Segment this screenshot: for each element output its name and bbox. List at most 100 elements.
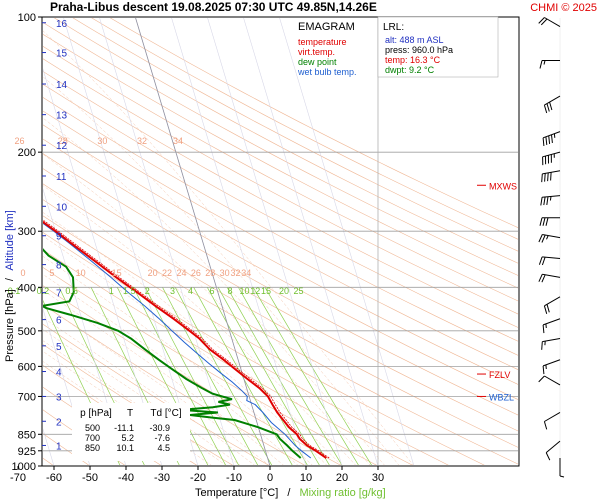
dry-adiabat-line xyxy=(43,232,449,465)
wind-barb-flag xyxy=(542,324,545,334)
wind-barb xyxy=(542,151,561,166)
dry-adiabat-line xyxy=(43,84,518,342)
temperature-tick-label: -30 xyxy=(154,472,170,484)
wind-barb xyxy=(542,318,561,334)
dry-adiabat-label: 28 xyxy=(58,136,68,146)
wind-barb-flag xyxy=(546,103,550,112)
x-axis-label-mixing-ratio: Mixing ratio [g/kg] xyxy=(299,487,385,499)
moist-adiabat-line xyxy=(43,304,270,465)
dry-adiabat-line xyxy=(109,18,518,228)
moist-adiabat-line xyxy=(43,274,299,465)
table-header: p [hPa] xyxy=(80,408,112,419)
wind-barb-flag xyxy=(538,234,543,243)
moist-adiabat-label: 32 xyxy=(230,268,240,278)
wind-barb xyxy=(539,60,561,69)
x-axis-label-temperature: Temperature [°C] xyxy=(195,487,278,499)
mixing-ratio-label: 12 xyxy=(250,286,260,296)
y-axis-label-altitude: Altitude [km] xyxy=(4,210,16,271)
altitude-tick-label: 16 xyxy=(56,19,68,30)
wind-barb-staff xyxy=(542,256,561,259)
wind-barb-half-flag xyxy=(549,196,552,201)
moist-adiabat-label: 34 xyxy=(241,268,251,278)
temperature-tick-label: -60 xyxy=(46,472,62,484)
isotherm-line xyxy=(63,18,199,465)
dry-adiabat-label: 34 xyxy=(173,136,183,146)
wind-barb-flag xyxy=(540,197,543,206)
wind-barb-flag xyxy=(543,305,548,314)
mixing-ratio-label: 2 xyxy=(145,286,150,296)
table-cell: 850 xyxy=(85,443,100,453)
wind-barb-flag xyxy=(545,452,551,461)
wind-barb-flag xyxy=(541,234,546,243)
y-axis-label-pressure: Pressure [hPa] xyxy=(4,289,16,362)
wind-barbs xyxy=(538,17,565,478)
x-axis-label-separator: / xyxy=(287,487,291,499)
temperature-tick-label: 10 xyxy=(300,472,312,484)
mixing-ratio-label: 0.2 xyxy=(37,286,50,296)
virtual-temperature-line xyxy=(43,219,330,459)
level-label: FZLV xyxy=(489,370,510,380)
table-cell: 4.5 xyxy=(157,443,170,453)
wind-barb-flag xyxy=(538,273,543,282)
lrl-temperature: temp: 16.3 °C xyxy=(385,55,441,65)
moist-adiabat-line xyxy=(43,76,400,465)
altitude-tick-label: 14 xyxy=(56,80,68,91)
wind-barb xyxy=(539,217,561,226)
mixing-ratio-label: 20 xyxy=(279,286,289,296)
moist-adiabat-label: 10 xyxy=(76,268,86,278)
wind-barb-flag xyxy=(539,217,543,226)
wind-barb xyxy=(538,273,561,283)
dry-adiabat-line xyxy=(72,18,518,252)
y-axis-title: Pressure [hPa] / Altitude [km] xyxy=(4,210,16,362)
isotherm-line xyxy=(99,18,235,465)
level-label: WBZL xyxy=(489,392,514,402)
copyright-label: CHMI © 2025 xyxy=(530,2,597,14)
isotherm-line xyxy=(43,308,91,465)
altitude-tick-label: 3 xyxy=(56,392,62,403)
dry-adiabat-line xyxy=(43,46,518,302)
legend-entry: virt.temp. xyxy=(298,47,335,57)
wind-barb-staff xyxy=(542,273,561,278)
level-table-background xyxy=(72,403,190,461)
wind-barb-flag xyxy=(541,257,546,266)
pressure-tick-label: 700 xyxy=(18,391,36,403)
wind-barb-staff xyxy=(544,95,561,106)
wind-barb-half-flag xyxy=(559,475,565,478)
pressure-tick-label: 925 xyxy=(18,446,36,458)
pressure-tick-label: 100 xyxy=(18,12,36,24)
moist-adiabat-line xyxy=(43,153,371,465)
wind-barb-staff xyxy=(542,195,561,198)
wind-barb-flag xyxy=(549,101,553,111)
temperature-line xyxy=(43,220,327,459)
table-cell: -7.6 xyxy=(154,433,170,443)
temperature-tick-label: -70 xyxy=(10,472,26,484)
dry-adiabat-line xyxy=(43,183,518,448)
wind-barb-flag xyxy=(541,173,543,183)
wind-barb-flag xyxy=(550,172,552,181)
dew-point-line xyxy=(43,248,302,459)
wind-barb-flag xyxy=(546,196,549,205)
altitude-tick-label: 1 xyxy=(56,441,62,452)
wind-barb xyxy=(545,440,561,461)
dry-adiabat-line xyxy=(43,386,161,465)
wind-barb-flag xyxy=(543,421,548,430)
moist-adiabat-line xyxy=(43,185,356,465)
wind-barb-staff xyxy=(544,412,561,422)
temperature-tick-label: 30 xyxy=(372,472,384,484)
mixing-ratio-label: 1 xyxy=(109,286,114,296)
wind-barb xyxy=(559,458,565,478)
pressure-tick-label: 400 xyxy=(18,282,36,294)
wind-barb-flag xyxy=(539,60,543,69)
wind-barb-flag xyxy=(541,274,546,283)
wind-barb-staff xyxy=(545,440,561,453)
dry-adiabat-line xyxy=(91,18,518,240)
altitude-tick-label: 12 xyxy=(56,141,68,152)
moist-adiabat-label: 22 xyxy=(162,268,172,278)
altitude-tick-label: 5 xyxy=(56,342,62,353)
isotherm-line xyxy=(43,68,163,465)
altitude-tick-label: 15 xyxy=(56,49,68,60)
wind-barb-staff xyxy=(542,318,561,326)
table-header: Td [°C] xyxy=(150,408,181,419)
